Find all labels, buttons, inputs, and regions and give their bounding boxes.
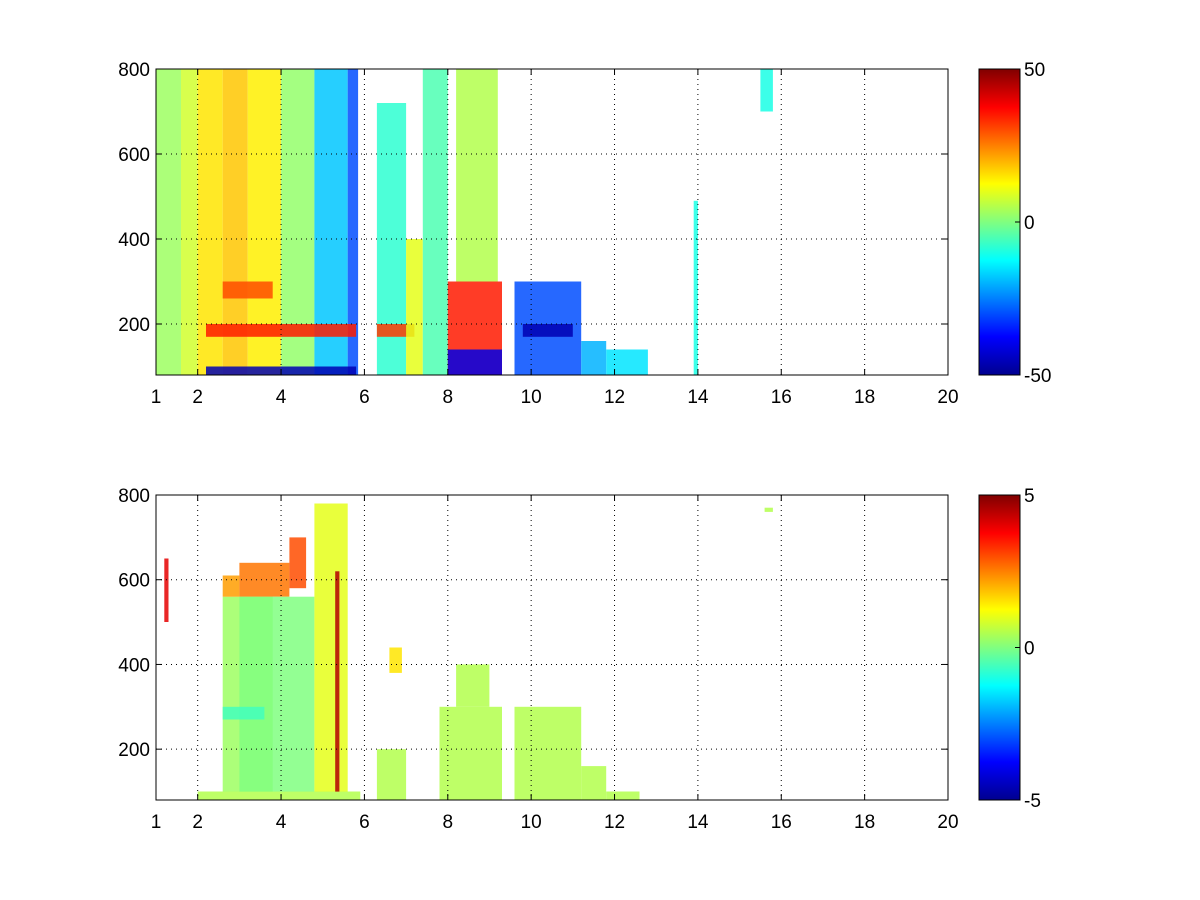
colorbar — [979, 495, 1020, 800]
x-tick-label: 2 — [192, 387, 203, 408]
heatmap-cell — [181, 69, 198, 375]
y-tick-label: 800 — [118, 486, 150, 507]
heatmap-cell — [581, 341, 607, 375]
heatmap-cell — [197, 791, 361, 800]
y-tick-label: 200 — [118, 740, 150, 761]
heatmap-cell — [456, 664, 490, 707]
x-tick-label: 18 — [854, 812, 875, 833]
x-tick-label: 16 — [771, 387, 792, 408]
heatmap-cell — [422, 69, 448, 375]
colorbar-tick-label: -5 — [1024, 791, 1041, 812]
x-tick-label: 18 — [854, 387, 875, 408]
colorbar-tick-label: -50 — [1024, 366, 1051, 387]
x-tick-label: 6 — [359, 387, 370, 408]
x-tick-label: 4 — [276, 387, 287, 408]
axes-frame — [155, 68, 949, 376]
x-tick-label: 8 — [443, 387, 454, 408]
heatmap-cell — [347, 69, 359, 375]
y-tick-label: 600 — [118, 145, 150, 166]
x-tick-label: 14 — [687, 387, 709, 408]
axes-frame — [155, 494, 949, 801]
colorbar-tick-label: 50 — [1024, 60, 1045, 81]
x-tick-label: 4 — [276, 812, 287, 833]
heatmap-cell — [606, 349, 648, 375]
x-tick-label: 20 — [937, 812, 958, 833]
x-tick-label: 6 — [359, 812, 370, 833]
x-tick-label: 1 — [151, 387, 162, 408]
x-tick-label: 10 — [521, 387, 542, 408]
x-tick-label: 1 — [151, 812, 162, 833]
heatmap-cell — [447, 349, 502, 375]
heatmap-cell — [760, 69, 773, 112]
heatmap-cell — [456, 69, 498, 282]
heatmap-cell — [222, 575, 240, 597]
x-tick-label: 14 — [687, 812, 709, 833]
heatmap-cell — [156, 69, 181, 375]
heatmap-cell — [239, 596, 315, 792]
heatmap-cell — [222, 281, 273, 299]
colorbar-tick-label: 5 — [1024, 486, 1035, 507]
heatmap-cell — [439, 706, 502, 800]
y-tick-label: 400 — [118, 655, 150, 676]
heatmap-cell — [406, 239, 423, 375]
heatmap-cell — [289, 537, 307, 589]
heatmap-cell — [164, 558, 169, 622]
colorbar — [979, 69, 1020, 375]
heatmap-cell — [335, 571, 340, 792]
y-tick-label: 200 — [118, 315, 150, 336]
heatmap-cell — [314, 503, 348, 792]
heatmap-cell — [222, 706, 265, 720]
heatmap-cell — [606, 791, 640, 800]
y-tick-label: 600 — [118, 571, 150, 592]
heatmap-cell — [376, 749, 407, 800]
colorbar-tick-label: 0 — [1024, 639, 1035, 660]
x-tick-label: 16 — [771, 812, 792, 833]
x-tick-label: 10 — [521, 812, 542, 833]
heatmap-cell — [581, 766, 607, 800]
heatmap-cell — [206, 324, 357, 337]
x-tick-label: 12 — [604, 812, 625, 833]
heatmap-cell — [693, 200, 698, 376]
y-tick-label: 400 — [118, 230, 150, 251]
heatmap-cell — [514, 706, 582, 800]
heatmap-cell — [764, 507, 773, 512]
y-tick-label: 800 — [118, 60, 150, 81]
heatmap-cell — [389, 647, 402, 673]
heatmap-cell — [522, 324, 573, 337]
x-tick-label: 12 — [604, 387, 625, 408]
x-tick-label: 2 — [192, 812, 203, 833]
heatmap-cell — [376, 324, 415, 337]
colorbar-tick-label: 0 — [1024, 213, 1035, 234]
x-tick-label: 8 — [443, 812, 454, 833]
x-tick-label: 20 — [937, 387, 958, 408]
